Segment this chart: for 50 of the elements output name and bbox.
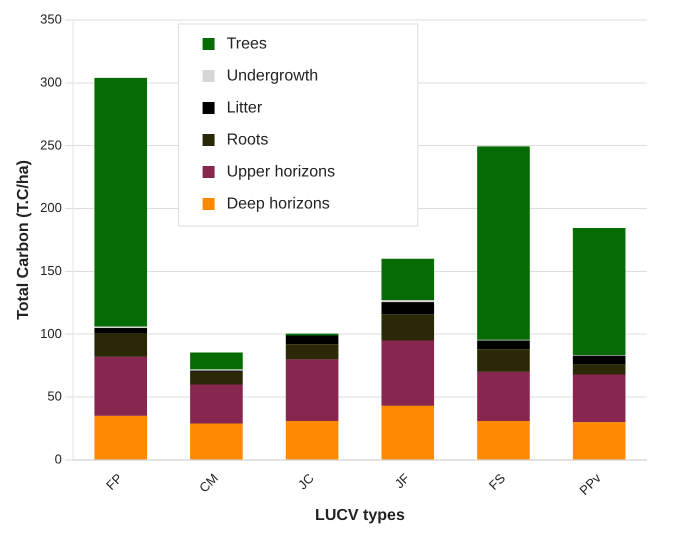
bar [477, 340, 530, 350]
bar [94, 328, 148, 333]
bar [286, 344, 338, 360]
bar [286, 335, 338, 344]
legend-label: Roots [226, 131, 268, 148]
x-tick-label: FP [103, 470, 126, 493]
legend-label: Litter [226, 99, 263, 116]
legend-label: Trees [226, 35, 267, 52]
bar [381, 314, 434, 341]
x-tick-label: PPv [576, 470, 604, 498]
y-tick-label: 150 [40, 262, 62, 278]
bar [190, 352, 243, 370]
y-tick-label: 250 [40, 137, 62, 152]
bar [477, 372, 530, 421]
y-tick-label: 200 [40, 200, 62, 216]
bar [572, 364, 626, 374]
y-axis-title: Total Carbon (T.C/ha) [15, 160, 32, 320]
y-tick-label: 50 [47, 388, 62, 404]
bar [572, 228, 626, 355]
bar [190, 423, 243, 460]
x-tick-label: JC [294, 470, 317, 492]
bar [94, 416, 148, 460]
bar [381, 302, 434, 314]
x-axis-title: LUCV types [315, 506, 405, 524]
bar [572, 422, 626, 460]
bar [94, 78, 148, 327]
x-tick-label: FS [486, 470, 508, 493]
x-tick-label: CM [196, 470, 222, 496]
bar [190, 372, 243, 384]
bar [190, 384, 243, 424]
legend-label: Upper horizons [226, 163, 336, 180]
bar [381, 258, 434, 300]
bar [94, 356, 148, 416]
bar [94, 332, 148, 357]
legend-label: Undergrowth [226, 67, 318, 84]
y-tick-label: 0 [54, 451, 62, 466]
bar [381, 340, 434, 406]
bar [572, 374, 626, 422]
y-tick-label: 350 [40, 12, 62, 27]
bar [477, 420, 530, 460]
y-tick-label: 100 [40, 326, 62, 341]
bar [477, 146, 530, 340]
bar [286, 359, 338, 421]
bar [286, 420, 338, 460]
bar [477, 349, 530, 372]
bar [381, 406, 434, 460]
bar [572, 356, 626, 364]
y-tick-label: 300 [40, 74, 62, 90]
legend-label: Deep horizons [226, 195, 330, 212]
x-tick-label: JF [392, 470, 412, 492]
